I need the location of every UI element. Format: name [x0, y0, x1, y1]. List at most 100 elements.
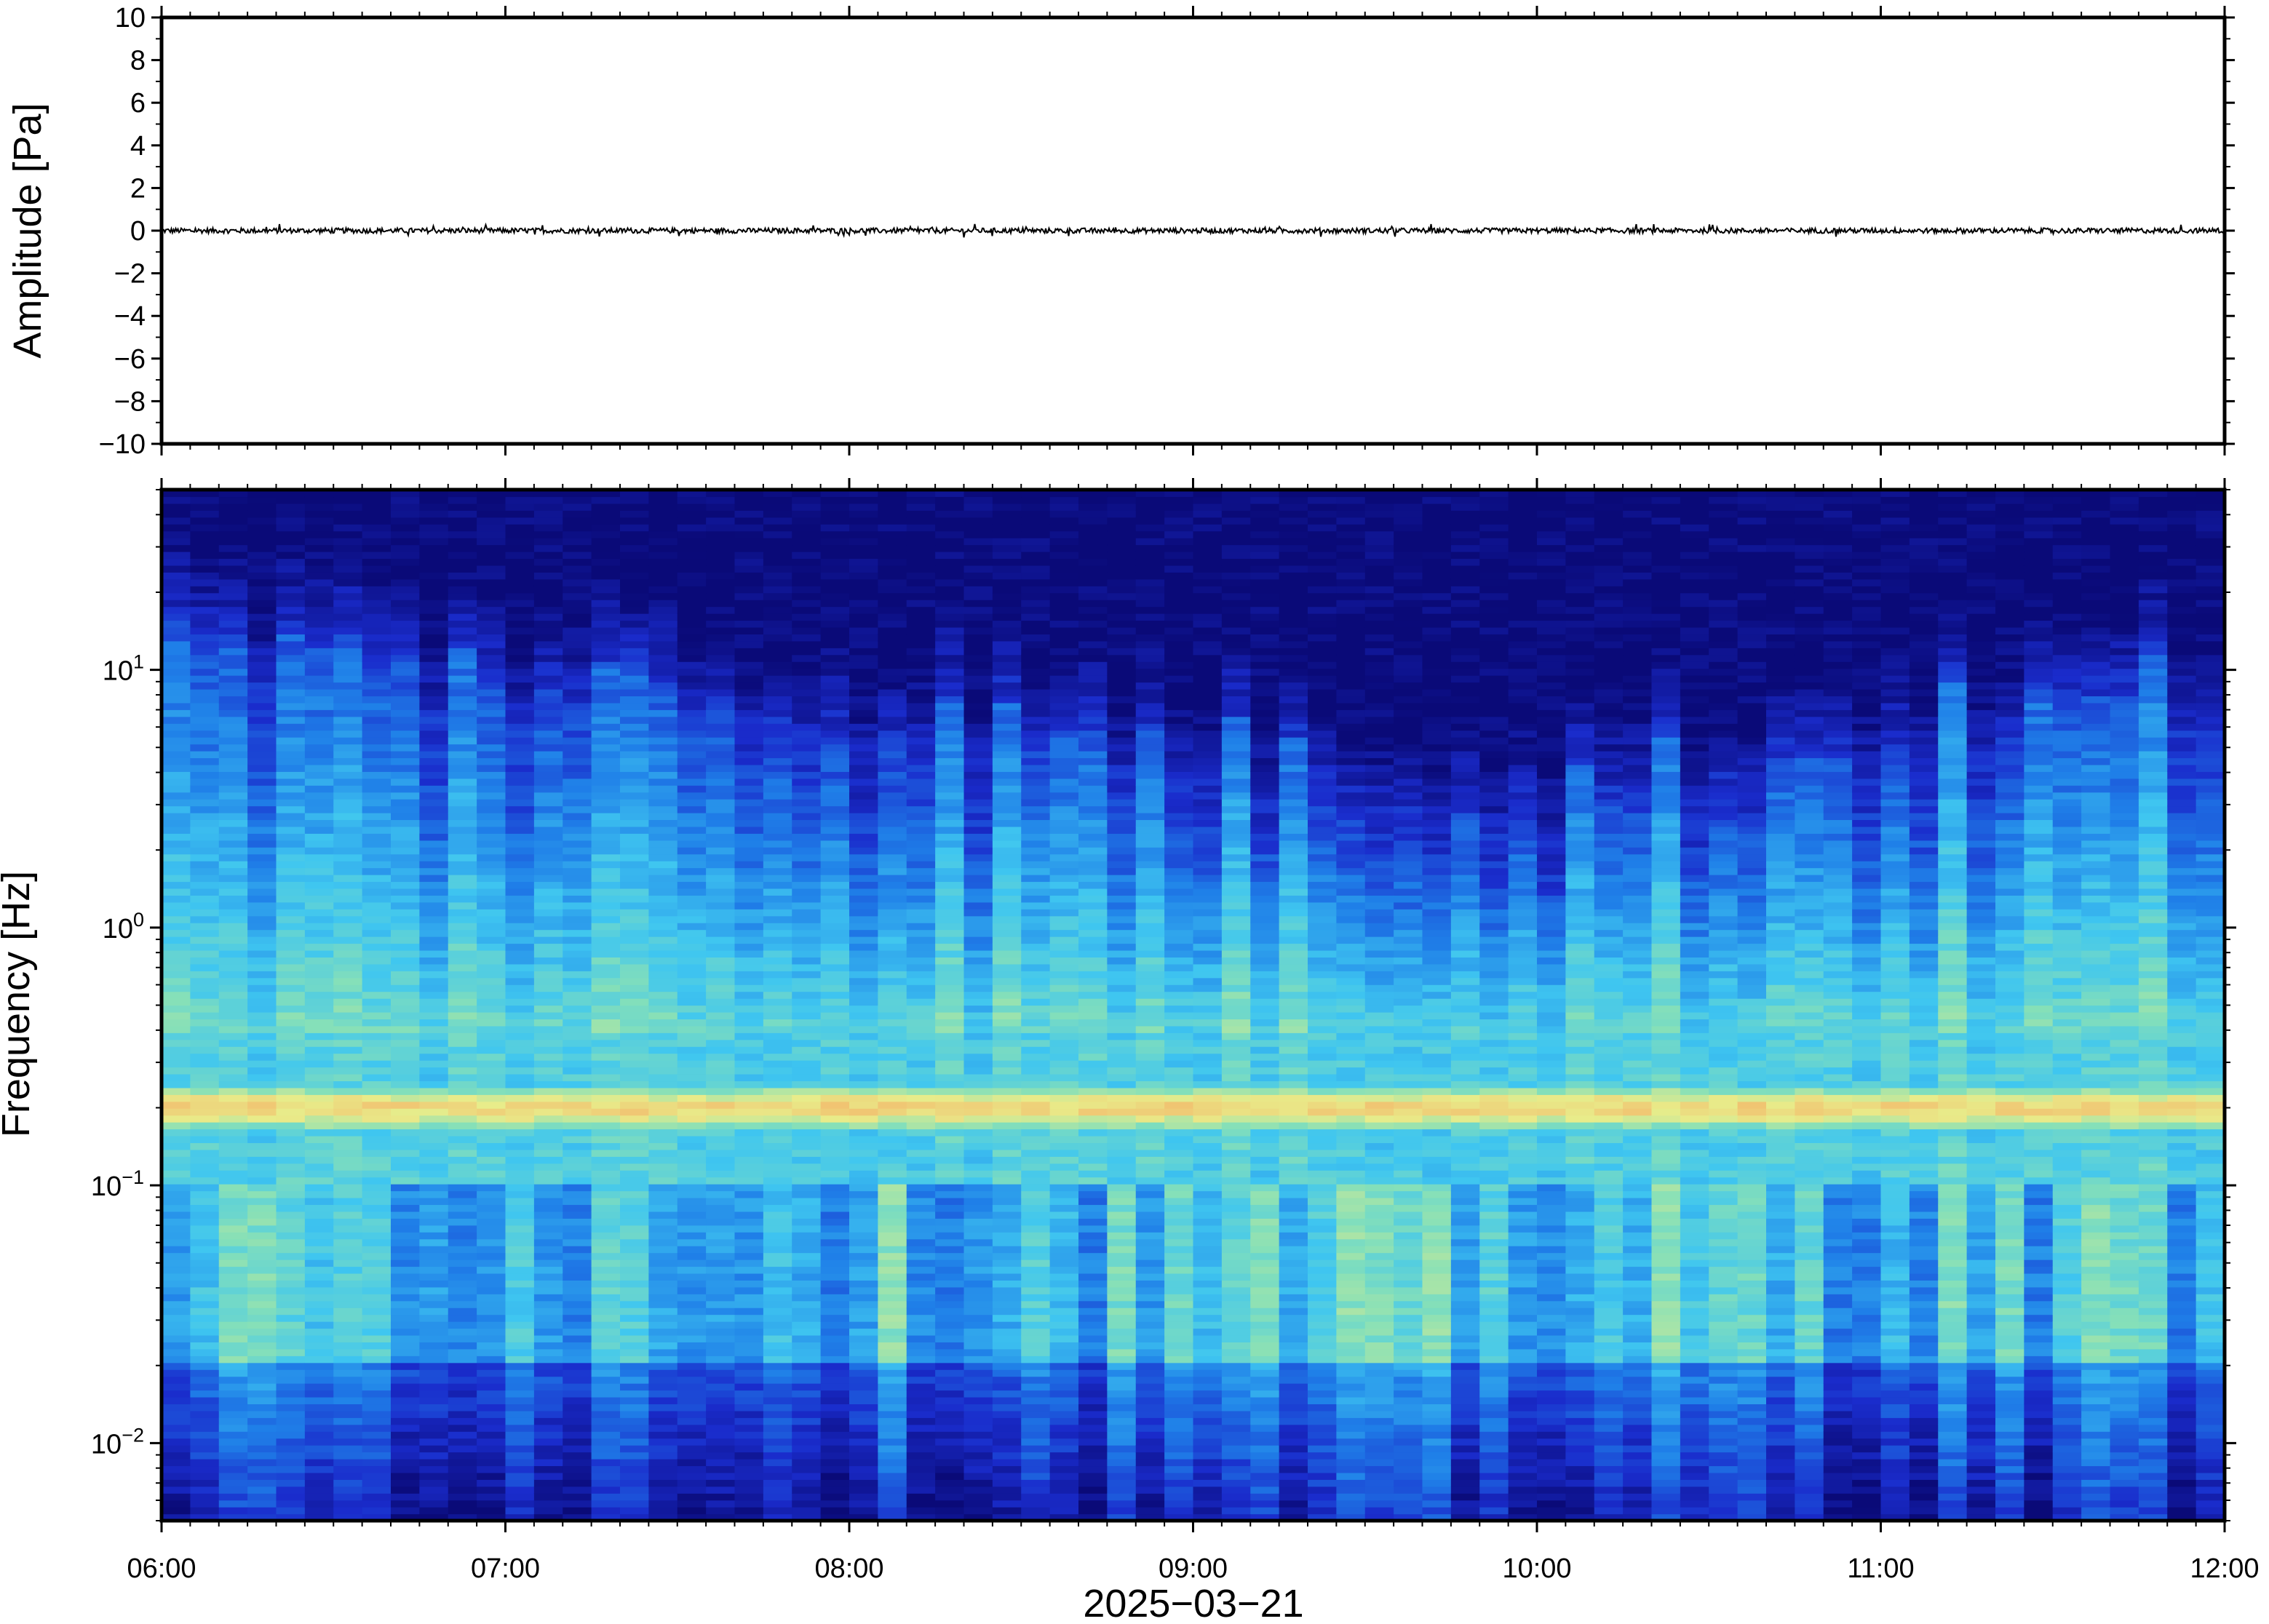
spectrogram-cell — [677, 654, 707, 662]
spectrogram-cell — [533, 709, 563, 717]
spectrogram-cell — [162, 1108, 191, 1116]
spectrogram-cell — [533, 696, 563, 704]
spectrogram-cell — [591, 1507, 621, 1515]
spectrogram-cell — [304, 1080, 334, 1088]
spectrogram-cell — [218, 1177, 248, 1185]
spectrogram-cell — [963, 1046, 993, 1054]
spectrogram-cell — [591, 688, 621, 696]
spectrogram-cell — [505, 853, 535, 861]
spectrogram-cell — [448, 1225, 477, 1233]
spectrogram-cell — [304, 675, 334, 683]
spectrogram-cell — [935, 517, 965, 525]
spectrogram-cell — [304, 1458, 334, 1467]
spectrogram-cell — [505, 1053, 535, 1061]
spectrogram-cell — [505, 1438, 535, 1446]
spectrogram-cell — [820, 565, 850, 573]
spectrogram-cell — [247, 1314, 277, 1322]
spectrogram-cell — [563, 496, 592, 504]
spectrogram-cell — [935, 530, 965, 538]
spectrogram-cell — [563, 1390, 592, 1398]
spectrogram-cell — [162, 586, 191, 594]
spectrogram-cell — [677, 1005, 707, 1013]
waveform-frame — [159, 15, 2227, 446]
spectrogram-cell — [448, 1019, 477, 1027]
spectrogram-cell — [448, 606, 477, 614]
spectrogram-cell — [190, 1424, 220, 1432]
spectrogram-cell — [505, 654, 535, 662]
spectrogram-cell — [391, 688, 420, 696]
spectrogram-cell — [820, 1170, 850, 1178]
spectrogram-cell — [1049, 1259, 1079, 1267]
spectrogram-cell — [448, 565, 477, 573]
spectrogram-cell — [648, 1225, 678, 1233]
spectrogram-cell — [706, 1500, 736, 1508]
spectrogram-cell — [648, 943, 678, 951]
spectrogram-cell — [620, 1356, 649, 1364]
spectrogram-cell — [763, 592, 792, 600]
spectrogram-cell — [648, 1046, 678, 1054]
spectrogram-cell — [734, 1294, 764, 1302]
spectrogram-cell — [162, 648, 191, 656]
spectrogram-cell — [591, 668, 621, 676]
spectrogram-cell — [333, 654, 363, 662]
spectrogram-cell — [448, 675, 477, 683]
spectrogram-cell — [162, 1507, 191, 1515]
spectrogram-cell — [505, 901, 535, 909]
spectrogram-cell — [992, 640, 1022, 648]
spectrogram-cell — [477, 1225, 506, 1233]
spectrogram-cell — [333, 861, 363, 869]
spectrogram-cell — [190, 1149, 220, 1157]
spectrogram-cell — [620, 668, 649, 676]
spectrogram-cell — [763, 826, 792, 834]
spectrogram-cell — [505, 1273, 535, 1281]
spectrogram-cell — [677, 764, 707, 772]
spectrogram-cell — [1049, 943, 1079, 951]
spectrogram-cell — [533, 909, 563, 917]
spectrogram-cell — [620, 1060, 649, 1068]
spectrogram-cell — [820, 688, 850, 696]
spectrogram-cell — [190, 984, 220, 992]
spectrogram-cell — [820, 1465, 850, 1473]
spectrogram-cell — [677, 1108, 707, 1116]
spectrogram-cell — [1049, 592, 1079, 600]
spectrogram-cell — [333, 1011, 363, 1019]
spectrogram-cell — [247, 592, 277, 600]
spectrogram-cell — [591, 943, 621, 951]
spectrogram-cell — [333, 1445, 363, 1453]
spectrogram-cell — [190, 1060, 220, 1068]
spectrogram-cell — [162, 1259, 191, 1267]
spectrogram-cell — [992, 1177, 1022, 1185]
spectrogram-cell — [792, 950, 822, 958]
spectrogram-cell — [448, 1246, 477, 1254]
spectrogram-cell — [563, 1280, 592, 1288]
spectrogram-cell — [190, 572, 220, 580]
spectrogram-cell — [419, 1246, 449, 1254]
spectrogram-cell — [563, 1094, 592, 1102]
spectrogram-cell — [620, 950, 649, 958]
spectrogram-cell — [391, 1142, 420, 1150]
spectrogram-cell — [677, 696, 707, 704]
spectrogram-cell — [190, 1156, 220, 1164]
spectrogram-cell — [218, 1080, 248, 1088]
spectrogram-cell — [706, 764, 736, 772]
spectrogram-cell — [792, 785, 822, 793]
spectrogram-cell — [648, 1410, 678, 1418]
spectrogram-cell — [992, 1101, 1022, 1109]
spectrogram-cell — [505, 552, 535, 560]
spectrogram-cell — [162, 826, 191, 834]
spectrogram-cell — [734, 977, 764, 985]
spectrogram-cell — [763, 1369, 792, 1377]
spectrogram-cell — [620, 1067, 649, 1075]
spectrogram-cell — [849, 1025, 878, 1033]
spectrogram-cell — [992, 936, 1022, 944]
spectrogram-cell — [247, 626, 277, 634]
spectrogram-cell — [935, 661, 965, 669]
spectrogram-cell — [734, 1225, 764, 1233]
spectrogram-cell — [533, 1273, 563, 1281]
spectrogram-cell — [333, 524, 363, 532]
spectrogram-cell — [1021, 538, 1051, 546]
spectrogram-cell — [935, 1204, 965, 1212]
spectrogram-cell — [591, 819, 621, 827]
spectrogram-cell — [505, 840, 535, 848]
spectrogram-cell — [620, 881, 649, 889]
